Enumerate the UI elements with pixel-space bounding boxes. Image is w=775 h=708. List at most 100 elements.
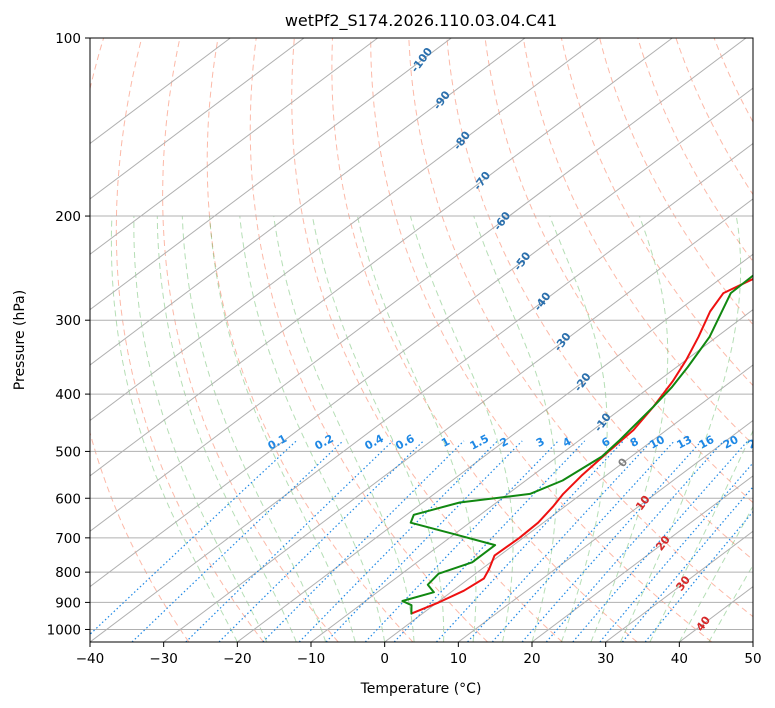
isotherm-line [531, 475, 753, 642]
moist-adiabat-line [273, 215, 415, 642]
isotherm-line [163, 198, 753, 642]
mixing-ratio-label: 16 [697, 433, 717, 452]
isotherm-line [90, 38, 378, 255]
isotherm-label: -90 [431, 88, 454, 112]
mixing-ratio-label: 1.5 [468, 432, 491, 453]
isotherm-label: 0 [615, 455, 630, 469]
dry-adiabat-line [249, 38, 488, 642]
isotherm-line [90, 38, 673, 477]
mixing-ratio-line [393, 440, 586, 642]
chart-title: wetPf2_S174.2026.110.03.04.C41 [285, 11, 557, 31]
mixing-ratio-line [218, 440, 424, 642]
x-tick-label: 10 [450, 651, 467, 667]
moist-adiabat-line [590, 215, 669, 642]
mixing-ratio-line [644, 510, 753, 642]
mixing-ratio-line [262, 440, 465, 642]
isotherm-line [90, 87, 753, 588]
x-tick-label: 0 [380, 651, 389, 667]
mixing-ratio-label: 10 [647, 433, 667, 452]
moist-adiabat-line [649, 429, 753, 642]
y-axis: 100 200 300 400 500 600 700 800 900 1000 [47, 31, 90, 638]
isotherm-label: -60 [491, 209, 514, 233]
dry-adiabat-line [675, 38, 753, 196]
moist-adiabat-line [473, 215, 557, 642]
mixing-ratio-label: 0.2 [313, 432, 336, 453]
dry-adiabat-line [408, 38, 753, 618]
mixing-ratio-lines [90, 440, 753, 642]
isotherm-label: -20 [571, 370, 594, 394]
y-tick-label: 800 [55, 565, 81, 581]
moist-adiabat-line [311, 215, 445, 642]
mixing-ratio-line [491, 440, 675, 642]
dry-adiabat-line [713, 38, 753, 124]
plot-area: 0.10.20.40.611.52346810131620253036-100-… [90, 38, 775, 642]
moist-adiabat-line [133, 216, 268, 642]
moist-adiabat-line [619, 215, 742, 642]
x-tick-label: −40 [76, 651, 105, 667]
y-tick-label: 100 [55, 31, 81, 47]
mixing-ratio-line [545, 440, 725, 642]
dry-adiabat-line [90, 38, 190, 642]
y-axis-label: Pressure (hPa) [12, 290, 28, 390]
y-tick-label: 1000 [47, 622, 81, 638]
x-tick-label: 40 [671, 651, 688, 667]
dry-adiabat-line [206, 38, 414, 642]
mixing-ratio-label: 8 [628, 435, 641, 450]
mixing-ratio-line [521, 440, 703, 642]
grid-lines [90, 38, 753, 642]
mixing-ratio-label: 13 [675, 433, 695, 452]
isotherm-line [384, 364, 753, 642]
y-tick-label: 600 [55, 491, 81, 507]
isotherm-line [90, 38, 526, 366]
moist-adiabat-line [181, 215, 327, 642]
mixing-ratio-label: 20 [721, 433, 741, 452]
isotherm-label: -70 [471, 169, 494, 193]
isotherm-label: -40 [531, 290, 554, 314]
isotherm-line [237, 253, 753, 642]
dry-adiabat-line [162, 38, 339, 642]
x-tick-label: −20 [223, 651, 252, 667]
x-tick-label: −30 [149, 651, 178, 667]
mixing-ratio-label: 2 [498, 435, 511, 450]
isotherm-line [90, 38, 452, 311]
mixing-ratio-line [364, 440, 559, 642]
moist-adiabat-line [110, 215, 238, 642]
isotherm-line [605, 530, 753, 642]
dry-adiabat-line [599, 38, 753, 326]
isotherm-label: -50 [511, 249, 534, 273]
moist-adiabat-line [409, 215, 514, 642]
x-axis-label: Temperature (°C) [360, 681, 482, 697]
isotherm-line [90, 142, 753, 642]
background-line-labels: 0.10.20.40.611.52346810131620253036-100-… [266, 45, 775, 634]
moist-adiabats [110, 215, 753, 642]
temperature-profile-line [410, 277, 753, 615]
moist-adiabat-line [708, 564, 753, 642]
mixing-ratio-label: 30 [766, 433, 775, 452]
moist-adiabat-line [678, 505, 753, 642]
isotherm-line [90, 38, 747, 532]
isotherm-label: -100 [408, 45, 435, 75]
mixing-ratio-line [467, 440, 653, 642]
mixing-ratio-line [435, 440, 624, 642]
isotherm-label: -30 [551, 330, 574, 354]
y-tick-label: 500 [55, 444, 81, 460]
x-tick-label: 20 [523, 651, 540, 667]
x-axis: −40 −30 −20 −10 0 10 20 30 40 50 [76, 642, 762, 667]
isotherm-line [90, 38, 599, 422]
mixing-ratio-line [131, 440, 344, 642]
x-tick-label: 30 [597, 651, 614, 667]
isotherm-label: 10 [633, 493, 653, 513]
isotherm-line [310, 309, 753, 642]
moist-adiabat-line [239, 215, 386, 642]
isotherm-label: 40 [694, 613, 714, 633]
dry-adiabat-line [370, 38, 713, 642]
isotherm-line [458, 419, 753, 642]
mixing-ratio-line [572, 440, 749, 642]
moist-adiabat-line [156, 215, 297, 642]
moist-adiabat-line [549, 215, 608, 642]
y-tick-label: 300 [55, 313, 81, 329]
dry-adiabat-line [291, 38, 563, 642]
y-tick-label: 900 [55, 595, 81, 611]
y-tick-label: 200 [55, 209, 81, 225]
